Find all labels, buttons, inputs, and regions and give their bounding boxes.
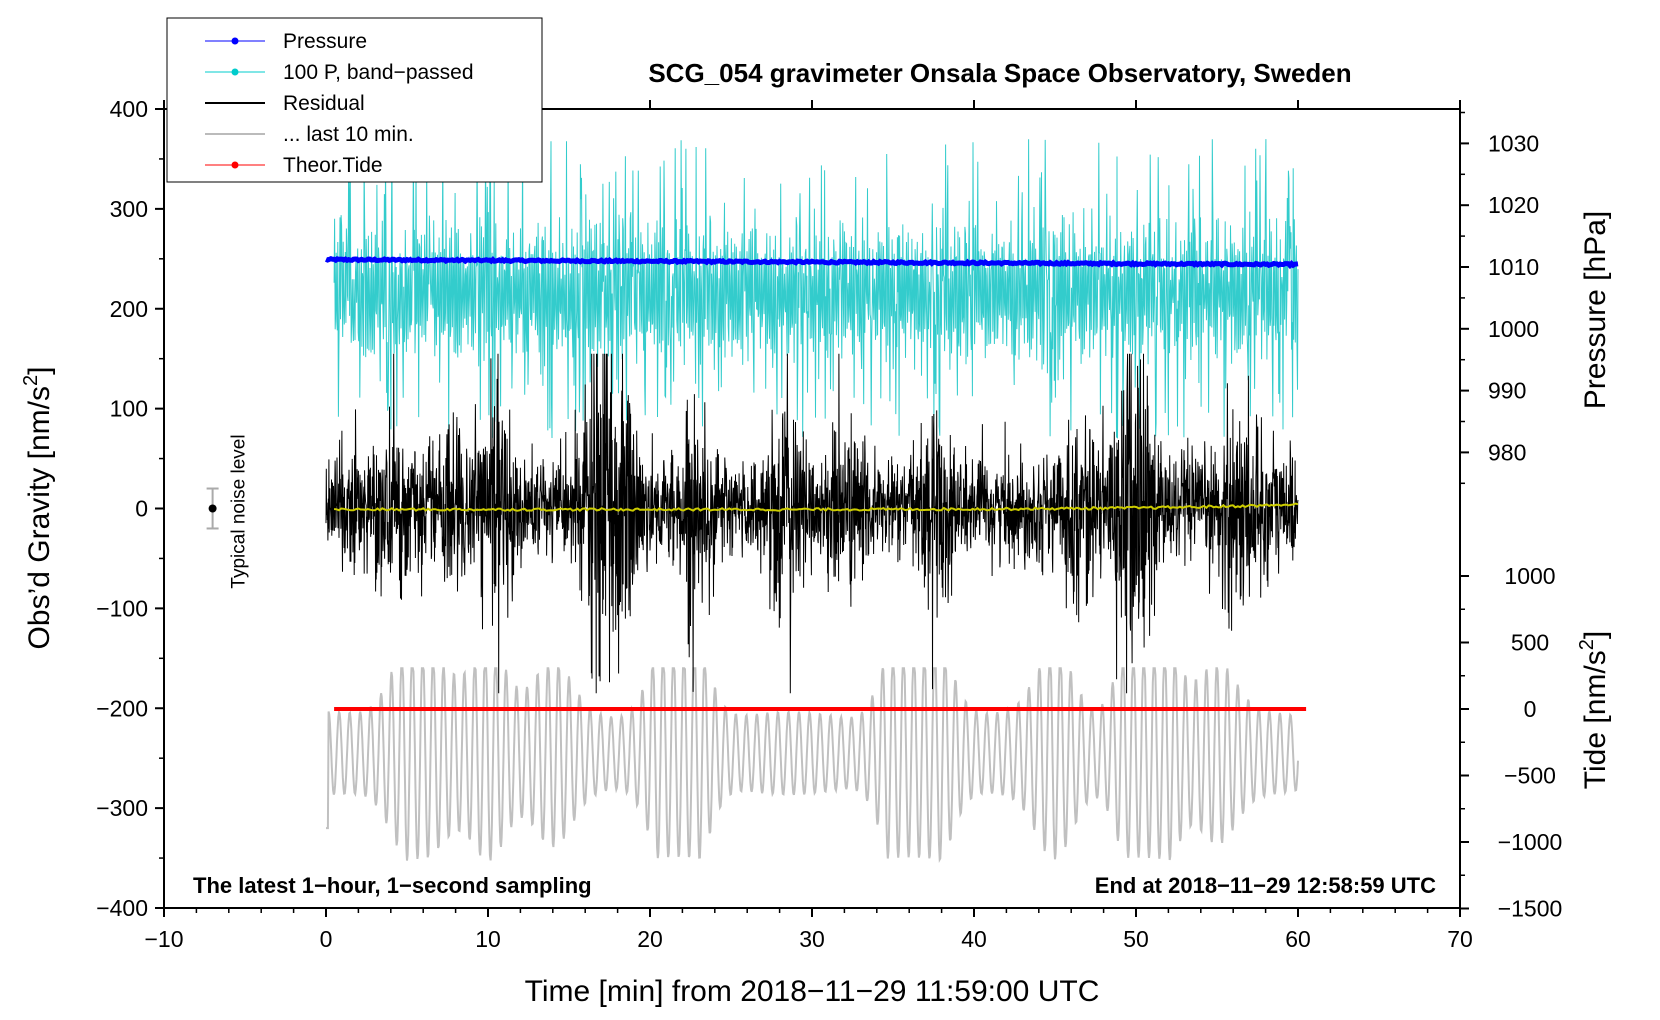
annotation-sampling: The latest 1−hour, 1−second sampling [193, 873, 592, 898]
x-axis-title: Time [min] from 2018−11−29 11:59:00 UTC [525, 975, 1100, 1008]
series-residual [325, 353, 1299, 694]
y-tick-label: −100 [96, 595, 148, 621]
tide-tick-label: −500 [1504, 763, 1556, 789]
pressure-tick-label: 1020 [1488, 192, 1539, 218]
legend-label: Pressure [283, 30, 367, 53]
series-residual-smoothed [333, 502, 1299, 513]
pressure-tick-label: 1030 [1488, 130, 1539, 156]
x-tick-label: 20 [637, 926, 663, 952]
x-tick-label: −10 [144, 926, 183, 952]
y-tick-label: 200 [110, 296, 148, 322]
y-axis-ticks: 400 300 200 100 0 −100 −200 −300 −400 [96, 96, 164, 921]
tide-tick-label: −1500 [1498, 896, 1563, 922]
tide-axis-title-end: ] [1579, 631, 1612, 639]
tide-axis-ticks: 1000 500 0 −500 −1000 −1500 [1460, 563, 1562, 922]
series-last-10-min [326, 667, 1299, 864]
pressure-tick-label: 1000 [1488, 316, 1539, 342]
y-tick-label: 400 [110, 96, 148, 122]
y-axis-title-left: Obs’d Gravity [nm/s2] [20, 367, 56, 650]
legend-items: Pressure 100 P, band−passed Residual ... la… [205, 30, 474, 177]
legend-label: 100 P, band−passed [283, 61, 474, 84]
tide-tick-label: 1000 [1504, 563, 1555, 589]
legend-label: ... last 10 min. [283, 123, 414, 146]
noise-level-label: Typical noise level [229, 434, 250, 588]
y-tick-label: 100 [110, 396, 148, 422]
tide-tick-label: −1000 [1498, 829, 1563, 855]
pressure-axis-ticks: 1030 1020 1010 1000 990 980 [1460, 111, 1539, 485]
series-pressure [324, 256, 1299, 270]
y-axis-title-left-end: ] [23, 367, 56, 375]
tide-axis-title-main: Tide [nm/s [1579, 650, 1612, 789]
y-axis-title-left-sup: 2 [20, 375, 42, 386]
tide-tick-label: 500 [1511, 630, 1549, 656]
series-bandpassed-pressure [333, 138, 1299, 439]
pressure-axis-title: Pressure [hPa] [1579, 211, 1612, 409]
legend-label: Theor.Tide [283, 154, 383, 177]
noise-level-indicator: Typical noise level [206, 434, 250, 589]
legend-box [166, 17, 543, 183]
tide-axis-title: Tide [nm/s2] [1576, 631, 1612, 789]
tide-tick-label: 0 [1524, 696, 1537, 722]
legend: Pressure 100 P, band−passed Residual ... la… [166, 17, 543, 183]
y-tick-label: −200 [96, 695, 148, 721]
noise-bar-dot [208, 504, 217, 513]
legend-swatch-marker [231, 68, 239, 76]
x-tick-label: 10 [475, 926, 501, 952]
x-tick-label: 0 [320, 926, 333, 952]
x-axis-ticks: −10 0 10 20 30 40 50 60 70 [144, 100, 1473, 952]
y-tick-label: 300 [110, 196, 148, 222]
tide-axis-title-sup: 2 [1576, 639, 1598, 650]
x-tick-label: 30 [799, 926, 825, 952]
x-tick-label: 70 [1447, 926, 1473, 952]
x-tick-label: 50 [1123, 926, 1149, 952]
x-tick-label: 60 [1285, 926, 1311, 952]
y-tick-label: −400 [96, 895, 148, 921]
legend-label: Residual [283, 92, 365, 115]
legend-swatch-marker [231, 37, 239, 45]
pressure-tick-label: 990 [1488, 378, 1526, 404]
legend-swatch-marker [231, 161, 239, 169]
pressure-tick-label: 980 [1488, 439, 1526, 465]
series-layer [324, 138, 1307, 864]
y-tick-label: −300 [96, 795, 148, 821]
pressure-tick-label: 1010 [1488, 254, 1539, 280]
x-tick-label: 40 [961, 926, 987, 952]
chart-title: SCG_054 gravimeter Onsala Space Observat… [648, 58, 1351, 88]
y-tick-label: 0 [135, 496, 148, 522]
y-axis-title-left-main: Obs’d Gravity [nm/s [23, 386, 56, 649]
annotation-end-time: End at 2018−11−29 12:58:59 UTC [1095, 873, 1436, 898]
